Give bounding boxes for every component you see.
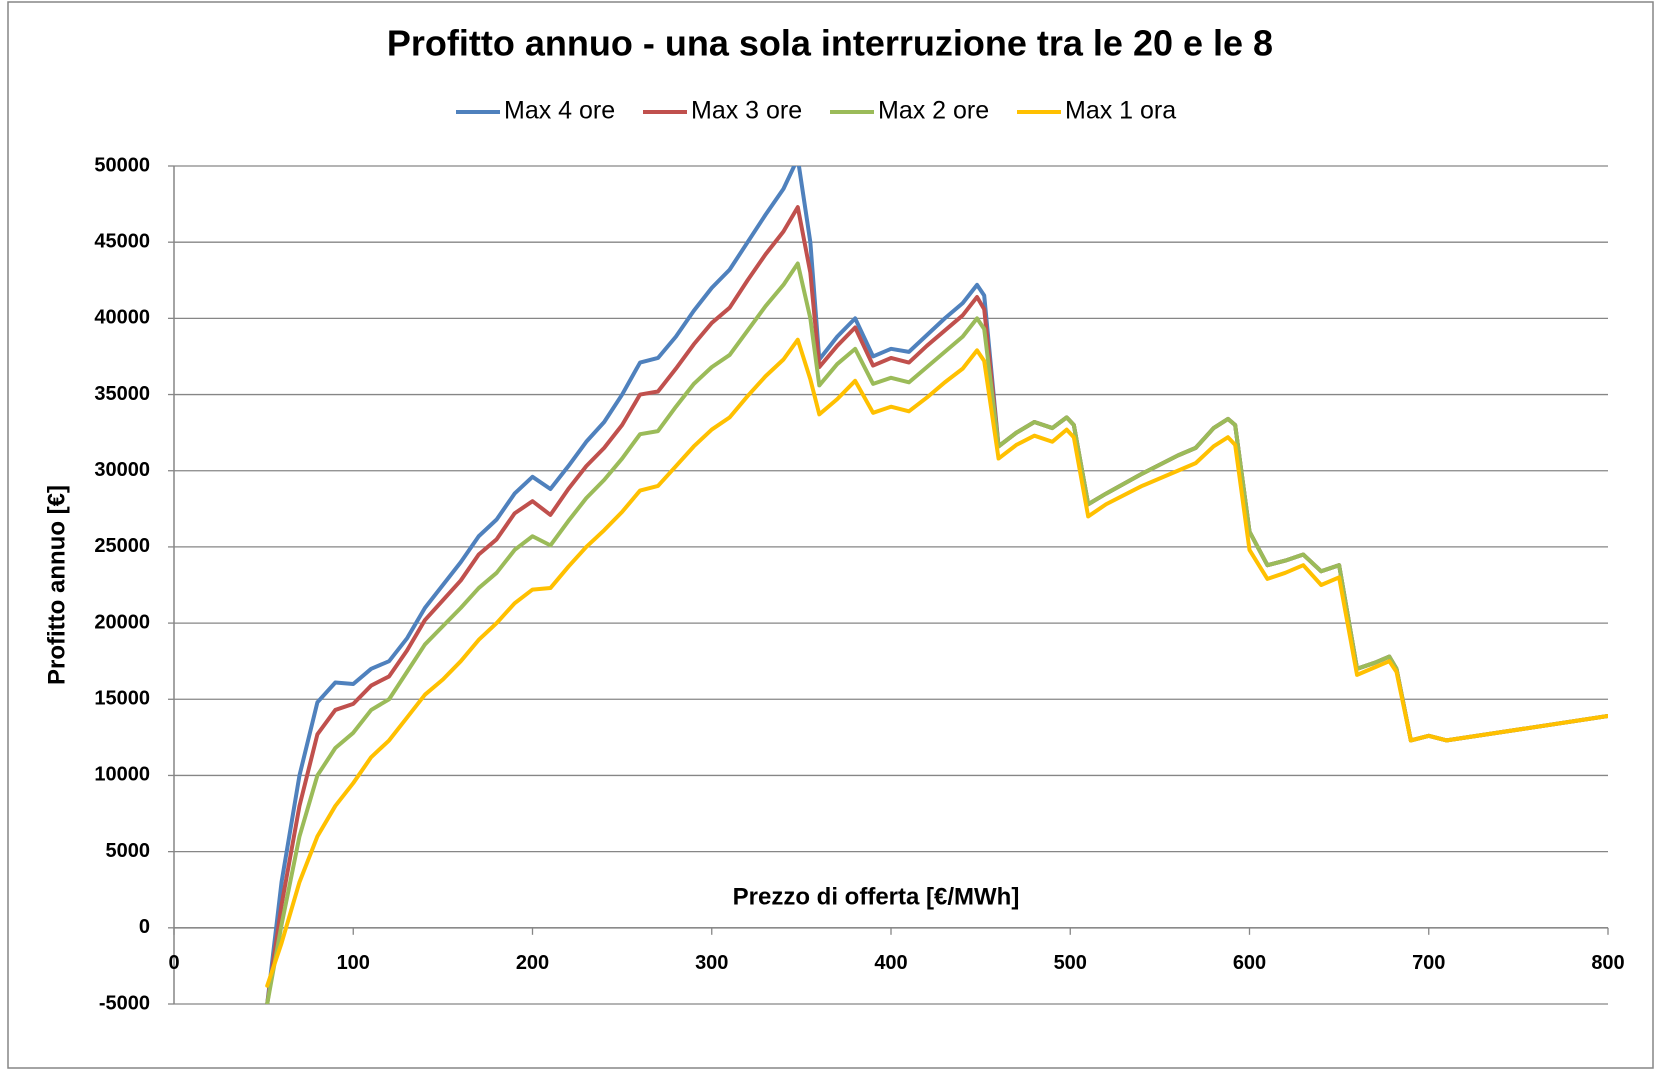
legend-label: Max 3 ore — [691, 97, 802, 125]
x-tick-label: 500 — [1054, 952, 1087, 974]
y-tick-label: 20000 — [94, 611, 150, 633]
y-tick-label: 15000 — [94, 688, 150, 710]
x-tick-label: 300 — [695, 952, 728, 974]
chart-title: Profitto annuo - una sola interruzione t… — [387, 23, 1273, 64]
x-tick-label: 100 — [337, 952, 370, 974]
series-line — [265, 337, 1608, 988]
x-tick-label: 200 — [516, 952, 549, 974]
series-line — [265, 261, 1608, 1004]
legend-label: Max 4 ore — [504, 97, 615, 125]
y-tick-label: 0 — [139, 916, 150, 938]
legend-label: Max 1 ora — [1065, 97, 1176, 125]
y-tick-label: -5000 — [99, 992, 150, 1014]
y-tick-label: 50000 — [94, 154, 150, 176]
x-tick-label: 0 — [168, 952, 179, 974]
x-tick-label: 800 — [1591, 952, 1624, 974]
y-tick-label: 40000 — [94, 307, 150, 329]
y-tick-label: 35000 — [94, 383, 150, 405]
y-tick-label: 10000 — [94, 764, 150, 786]
x-axis-title: Prezzo di offerta [€/MWh] — [733, 883, 1020, 910]
y-tick-label: 45000 — [94, 230, 150, 252]
x-tick-label: 600 — [1233, 952, 1266, 974]
y-tick-label: 25000 — [94, 535, 150, 557]
plot-lines — [265, 166, 1608, 1004]
legend: Max 4 ore Max 3 ore Max 2 ore Max 1 ora — [456, 97, 1176, 125]
y-tick-label: 5000 — [106, 840, 151, 862]
y-tick-label: 30000 — [94, 459, 150, 481]
x-tick-label: 400 — [874, 952, 907, 974]
x-tick-label: 700 — [1412, 952, 1445, 974]
y-axis-title: Profitto annuo [€] — [43, 485, 70, 685]
legend-label: Max 2 ore — [878, 97, 989, 125]
